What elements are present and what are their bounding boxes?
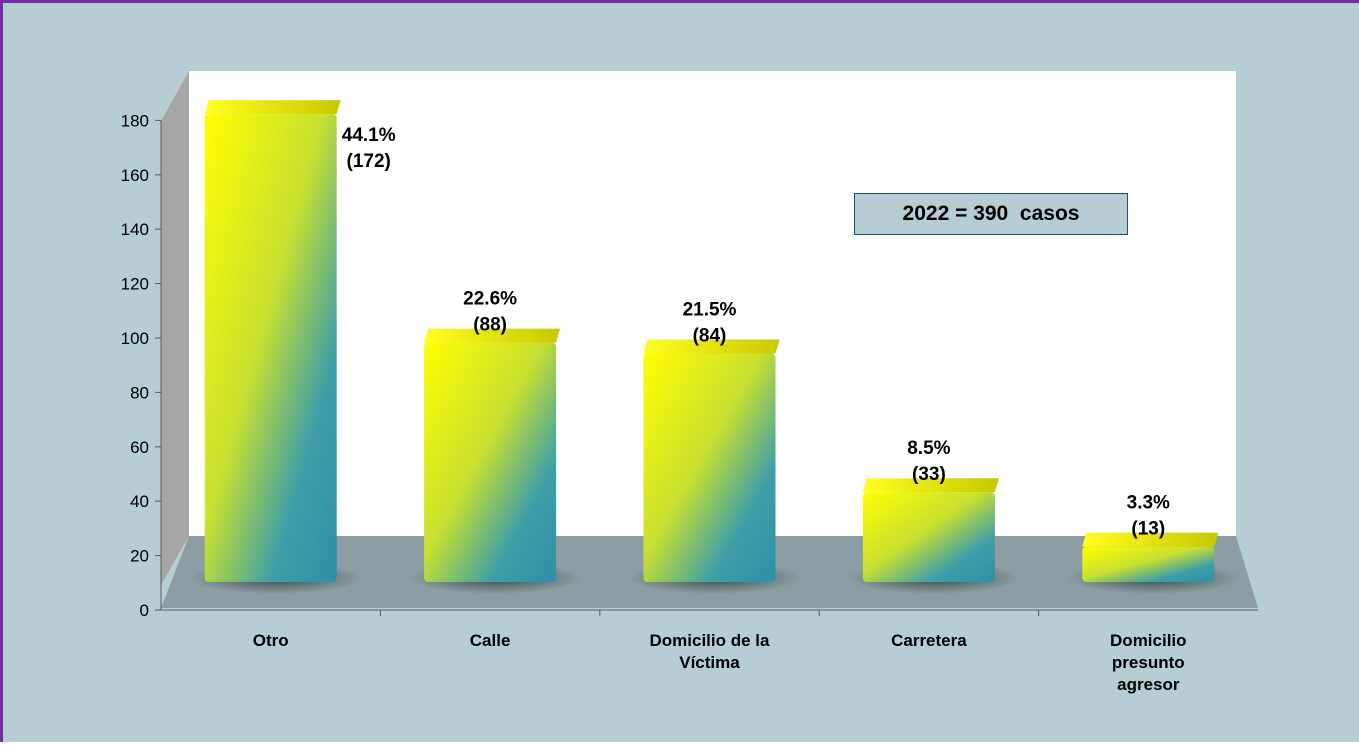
bar-front — [643, 353, 776, 582]
bar-2 — [409, 328, 582, 594]
count-label: (172) — [347, 151, 391, 172]
category-label-line: agresor — [1117, 675, 1180, 694]
percent-label: 22.6% — [463, 289, 517, 310]
category-label: Otro — [253, 631, 289, 650]
category-label-line: presunto — [1112, 653, 1185, 672]
y-tick-label: 180 — [121, 111, 149, 130]
category-label-line: Domicilio de la — [650, 631, 771, 650]
y-tick-label: 80 — [130, 383, 149, 402]
bar-top — [643, 339, 780, 354]
category-label-line: Otro — [253, 631, 289, 650]
category-label: Carretera — [891, 631, 967, 650]
category-label: Calle — [470, 631, 511, 650]
percent-label: 8.5% — [907, 438, 950, 459]
y-tick-label: 60 — [130, 438, 149, 457]
category-label-line: Víctima — [679, 653, 740, 672]
bar-top — [204, 100, 341, 115]
bar-front — [424, 342, 557, 582]
y-tick-label: 160 — [121, 166, 149, 185]
category-label-line: Domicilio — [1110, 631, 1187, 650]
category-label-line: Carretera — [891, 631, 967, 650]
category-label-line: Calle — [470, 631, 511, 650]
bar-5 — [1067, 532, 1240, 594]
y-tick-label: 20 — [130, 547, 149, 566]
side-wall — [161, 71, 189, 585]
bar-4 — [847, 478, 1020, 594]
count-label: (84) — [693, 326, 727, 347]
bar-top — [862, 478, 999, 493]
total-cases-annotation: 2022 = 390 casos — [854, 193, 1128, 235]
y-tick-label: 140 — [121, 220, 149, 239]
bar-front — [862, 492, 995, 582]
bar-chart: 0 20 40 60 80 100 120 140 160 180 44.1% (172) Otro 2… — [121, 71, 1258, 694]
bar-front — [1082, 546, 1215, 582]
bar-1 — [189, 100, 362, 594]
bar-top — [1082, 532, 1219, 547]
y-tick-label: 40 — [130, 492, 149, 511]
percent-label: 3.3% — [1127, 493, 1170, 514]
y-tick-label: 100 — [121, 329, 149, 348]
category-label: Domicilio presunto agresor — [1110, 631, 1187, 694]
bar-front — [204, 114, 337, 582]
count-label: (33) — [912, 464, 946, 485]
y-tick-label: 0 — [140, 601, 149, 620]
percent-label: 21.5% — [683, 300, 737, 321]
y-tick-label: 120 — [121, 275, 149, 294]
percent-label: 44.1% — [342, 125, 396, 146]
count-label: (13) — [1131, 519, 1165, 540]
category-label: Domicilio de la Víctima — [650, 631, 771, 672]
count-label: (88) — [473, 315, 507, 336]
bar-3 — [628, 339, 801, 594]
bar-top — [424, 328, 561, 343]
